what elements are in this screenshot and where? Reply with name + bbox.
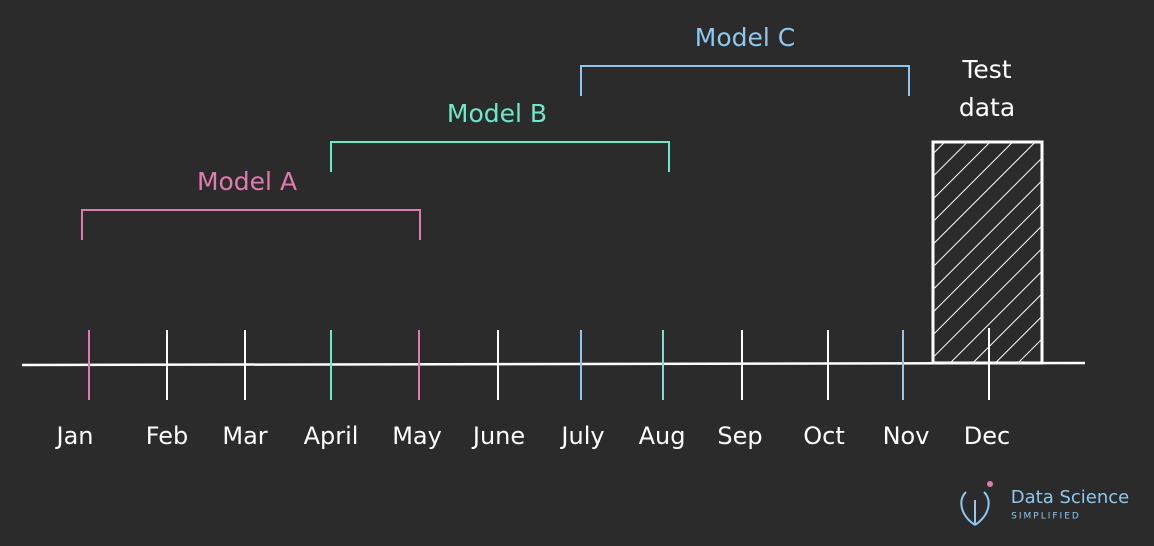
logo-title: Data Science bbox=[1011, 487, 1129, 508]
month-label: Nov bbox=[883, 422, 930, 450]
month-label: June bbox=[471, 422, 525, 450]
test-data-box bbox=[931, 140, 1044, 365]
test-data-label: data bbox=[959, 93, 1015, 122]
model-label: Model B bbox=[447, 99, 547, 128]
logo-icon bbox=[960, 491, 990, 526]
month-label: Mar bbox=[222, 422, 267, 450]
month-label: Oct bbox=[803, 422, 845, 450]
month-label: Sep bbox=[717, 422, 762, 450]
month-label: Dec bbox=[964, 422, 1010, 450]
timeline-axis bbox=[21, 361, 1086, 367]
model-label: Model C bbox=[695, 23, 795, 52]
month-label: May bbox=[392, 422, 442, 450]
model-label: Model A bbox=[197, 167, 297, 196]
month-label: Feb bbox=[146, 422, 189, 450]
month-label: Jan bbox=[55, 422, 94, 450]
month-label: July bbox=[559, 422, 604, 450]
month-label: Aug bbox=[639, 422, 686, 450]
test-data-label: Test bbox=[961, 55, 1011, 84]
model-bracket bbox=[580, 65, 910, 96]
logo-subtitle: SIMPLIFIED bbox=[1011, 512, 1081, 522]
model-bracket bbox=[330, 141, 670, 172]
month-label: April bbox=[304, 422, 359, 450]
logo-dot bbox=[987, 481, 993, 487]
model-bracket bbox=[81, 209, 421, 240]
logo: Data Science SIMPLIFIED bbox=[960, 481, 1129, 526]
